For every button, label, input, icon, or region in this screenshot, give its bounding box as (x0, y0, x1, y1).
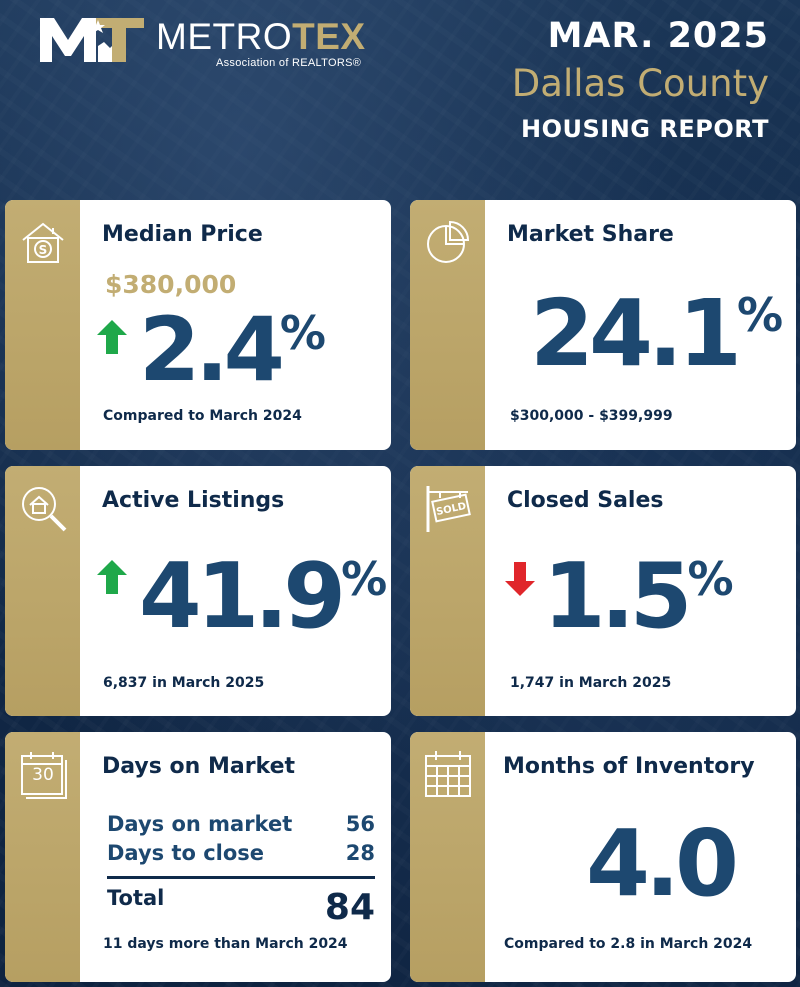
brand-name: METROTEX (156, 16, 366, 57)
total-divider (107, 876, 375, 879)
median-price-value: $380,000 (105, 270, 237, 299)
report-county: Dallas County (511, 62, 769, 105)
card-strip (410, 466, 485, 716)
closed-sales-card: SOLD Closed Sales 1.5% 1,747 in March 20… (410, 466, 796, 716)
arrow-up-icon (97, 560, 127, 594)
closed-sales-change: 1.5% (543, 544, 734, 649)
card-title: Active Listings (102, 488, 285, 513)
mt-logo-mark-icon (40, 18, 144, 62)
card-title: Months of Inventory (503, 754, 755, 779)
median-price-note: Compared to March 2024 (103, 408, 302, 424)
card-title: Days on Market (102, 754, 296, 779)
days-to-close-row: Days to close 28 (107, 841, 375, 865)
card-strip (410, 200, 485, 450)
market-share-card: Market Share 24.1% $300,000 - $399,999 (410, 200, 796, 450)
total-row: Total 84 (107, 886, 375, 928)
median-price-change: 2.4% (139, 298, 326, 401)
market-share-note: $300,000 - $399,999 (510, 408, 673, 424)
card-title: Median Price (102, 222, 263, 247)
days-on-market-card: 30 Days on Market Days on market 56 Days … (5, 732, 391, 982)
sold-sign-icon: SOLD (426, 486, 471, 532)
months-inventory-note: Compared to 2.8 in March 2024 (504, 936, 753, 952)
months-inventory-value: 4.0 (586, 810, 739, 917)
active-listings-change: 41.9% (139, 544, 388, 649)
arrow-down-icon (505, 562, 535, 596)
magnifier-house-icon (22, 487, 67, 532)
calendar-grid-icon (425, 751, 471, 797)
house-dollar-icon: S (22, 222, 64, 263)
median-price-card: S Median Price $380,000 2.4% Compared to… (5, 200, 391, 450)
days-on-market-note: 11 days more than March 2024 (103, 936, 348, 952)
active-listings-note: 6,837 in March 2025 (103, 675, 265, 691)
report-title: HOUSING REPORT (521, 115, 769, 143)
svg-text:S: S (39, 243, 48, 257)
calendar-number: 30 (32, 765, 54, 785)
arrow-up-icon (97, 320, 127, 354)
brand-tagline: Association of REALTORS® (216, 57, 362, 69)
metrotex-logo: METROTEX Association of REALTORS® (38, 10, 378, 70)
card-title: Closed Sales (507, 488, 664, 513)
card-title: Market Share (507, 222, 674, 247)
days-breakdown: Days on market 56 Days to close 28 Total 84 (107, 810, 375, 929)
report-header: MAR. 2025 Dallas County HOUSING REPORT (512, 14, 769, 146)
card-strip (5, 732, 80, 982)
calendar-30-icon (21, 752, 67, 799)
months-inventory-card: Months of Inventory 4.0 Compared to 2.8 … (410, 732, 796, 982)
report-date: MAR. 2025 (547, 16, 769, 56)
closed-sales-note: 1,747 in March 2025 (510, 675, 672, 691)
days-on-market-row: Days on market 56 (107, 812, 375, 836)
market-share-value: 24.1% (530, 280, 784, 387)
card-strip (5, 466, 80, 716)
pie-chart-icon (427, 220, 470, 263)
active-listings-card: Active Listings 41.9% 6,837 in March 202… (5, 466, 391, 716)
